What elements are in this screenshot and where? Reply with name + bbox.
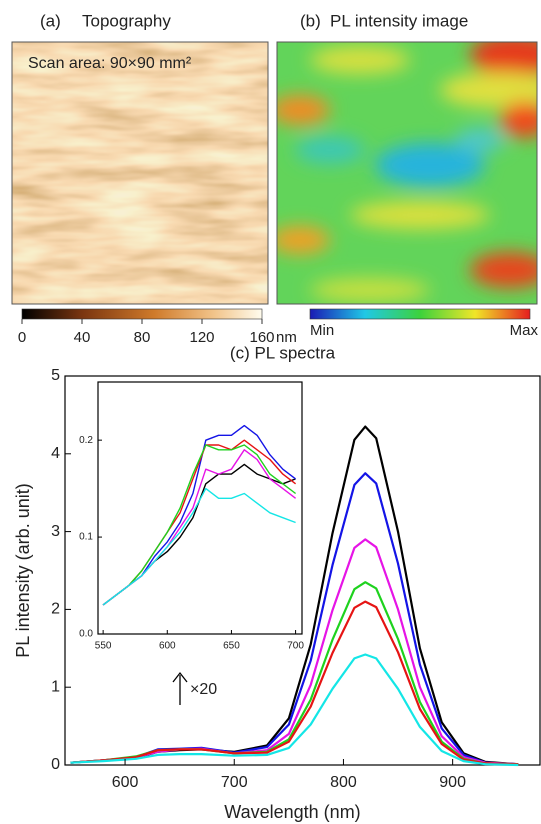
colorbar-tick-label: 120 [189, 329, 214, 346]
y-tick-label: 3 [51, 523, 60, 540]
y-tick-label: 0.2 [79, 435, 93, 446]
panel-title: Topography [82, 11, 171, 30]
pl-image [277, 42, 537, 304]
x-tick-label: 600 [112, 774, 139, 791]
colorbar-max-label: Max [510, 322, 539, 339]
y-tick-label: 0.0 [79, 629, 93, 640]
y-axis-label: PL intensity (arb. unit) [13, 483, 33, 657]
colorbar [309, 308, 531, 320]
x-tick-label: 600 [159, 641, 176, 652]
x-tick-label: 700 [221, 774, 248, 791]
x-tick-label: 550 [95, 641, 112, 652]
colorbar-tick-label: 0 [18, 329, 26, 346]
y-tick-label: 5 [51, 367, 60, 384]
colorbar-ticks: 0 40 80 120 160 nm [18, 319, 297, 346]
y-tick-label: 0 [51, 756, 60, 773]
series-line [70, 653, 519, 767]
y-tick-label: 1 [51, 678, 60, 695]
series-line [70, 600, 519, 766]
arrow-head [172, 671, 188, 683]
x-tick-label: 700 [287, 641, 304, 652]
series-line [70, 538, 519, 766]
annotation: ×20 [190, 681, 217, 698]
chart-title: (c) PL spectra [230, 343, 336, 362]
panel-label: (b) [300, 11, 321, 30]
image-frame [11, 41, 269, 305]
pl-blobs [277, 42, 537, 302]
panel-title: PL intensity image [330, 11, 468, 30]
series-line [102, 444, 297, 606]
y-tick-label: 4 [51, 445, 60, 462]
x-axis-label: Wavelength (nm) [224, 802, 360, 822]
inset-chart: 550 600 650 700 0.0 0.1 0.2 [79, 381, 304, 652]
colorbar-tick-label: 80 [134, 329, 151, 346]
topography-texture [12, 42, 268, 304]
plot-area [97, 381, 303, 635]
series-line [102, 487, 296, 606]
colorbar-tick-label: 160 [249, 329, 274, 346]
y-tick-label: 0.1 [79, 532, 93, 543]
annotation: Scan area: 90×90 mm² [28, 55, 192, 72]
colorbar-unit: nm [276, 329, 297, 346]
colorbar-tick-label: 40 [74, 329, 91, 346]
colorbar-min-label: Min [310, 322, 334, 339]
y-tick-label: 2 [51, 601, 60, 618]
x-tick-label: 800 [330, 774, 357, 791]
x-tick-label: 900 [439, 774, 466, 791]
image-frame [276, 41, 538, 305]
colorbar [21, 308, 263, 320]
x-tick-label: 650 [223, 641, 240, 652]
panel-label: (a) [40, 11, 61, 30]
